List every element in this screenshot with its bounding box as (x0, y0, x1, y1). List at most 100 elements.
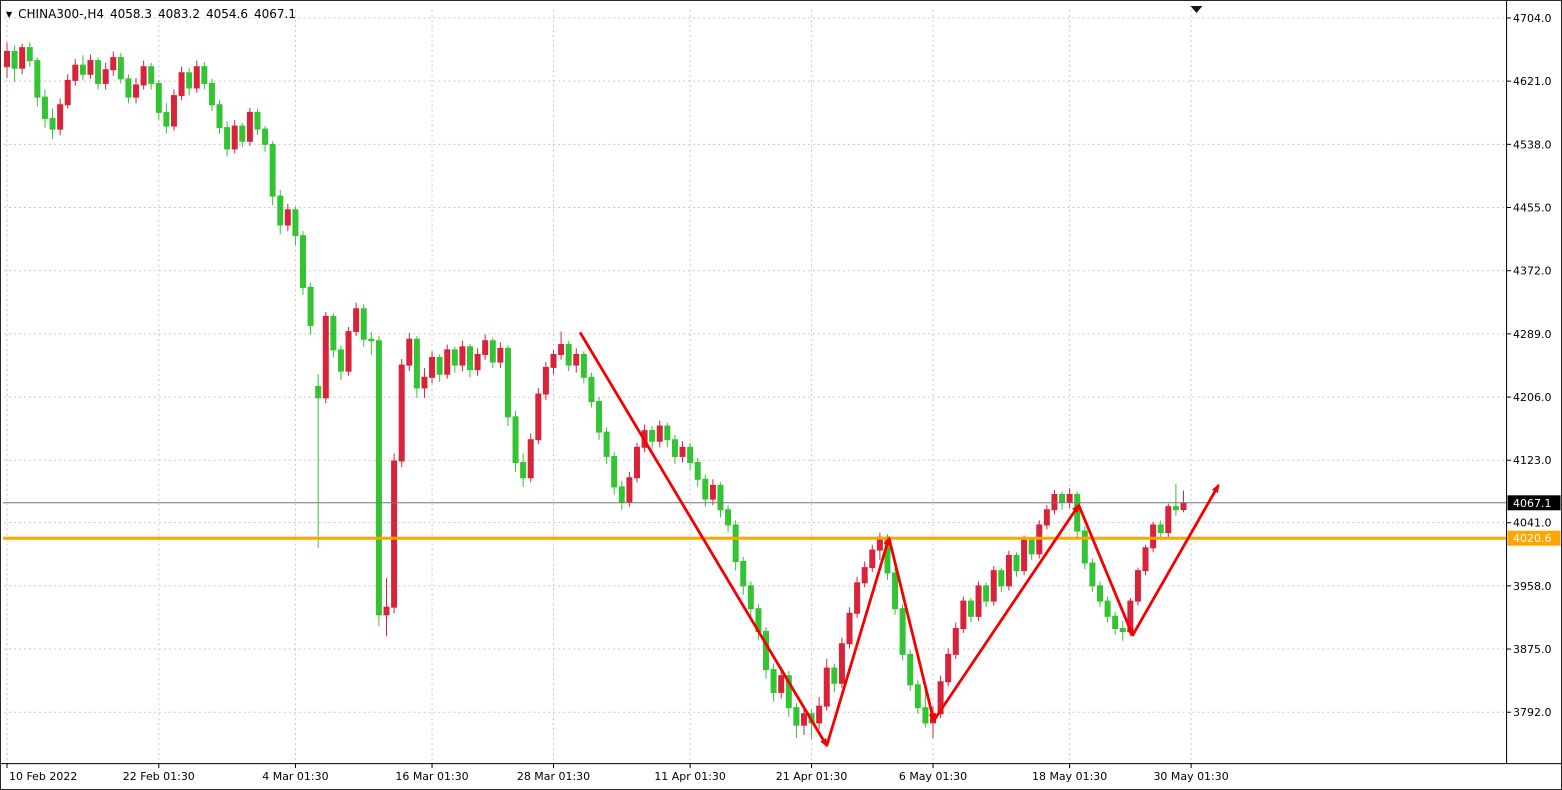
candle-down (292, 209, 299, 237)
candle-down (611, 455, 618, 488)
price-label: 3958.0 (1513, 580, 1551, 593)
price-label: 4538.0 (1513, 138, 1551, 151)
symbol-info-bar: ▼ CHINA300-,H4 4058.3 4083.2 4054.6 4067… (6, 7, 296, 21)
candle-down (330, 315, 337, 351)
candle-down (702, 478, 709, 500)
candle-down (649, 430, 656, 442)
candle-down (899, 608, 906, 655)
candle-down (914, 684, 921, 709)
candle-up (1043, 509, 1050, 526)
candle-down (1112, 615, 1119, 629)
trend-arrow[interactable] (1077, 504, 1134, 638)
time-label: 4 Mar 01:30 (262, 770, 328, 783)
candle-up (573, 353, 580, 366)
candle-down (596, 401, 603, 433)
candle-down (269, 143, 276, 197)
candle-down (671, 439, 678, 457)
candle-down (618, 486, 625, 503)
candle-down (732, 524, 739, 563)
candle-up (57, 104, 64, 130)
candle-down (740, 561, 747, 587)
candle-down (603, 431, 610, 457)
trend-arrow[interactable] (1131, 483, 1220, 637)
candle-up (937, 681, 944, 715)
candle-up (679, 446, 686, 457)
candle-down (413, 338, 420, 389)
candle-up (527, 439, 534, 479)
candle-up (140, 66, 147, 86)
candle-up (823, 667, 830, 707)
candle-up (110, 57, 117, 71)
candle-up (383, 606, 390, 616)
candle-up (3, 50, 10, 68)
candle-up (72, 64, 79, 81)
candle-up (398, 364, 405, 462)
candle-up (975, 585, 982, 617)
candle-down (79, 64, 86, 75)
candle-down (831, 667, 838, 684)
candle-down (763, 631, 770, 671)
time-label: 22 Feb 01:30 (123, 770, 195, 783)
candle-up (952, 627, 959, 655)
candle-up (1142, 547, 1149, 572)
candle-down (1104, 600, 1111, 617)
trend-arrow[interactable] (825, 535, 891, 747)
candle-up (19, 47, 26, 69)
candle-down (201, 66, 208, 84)
ohlc-close: 4067.1 (254, 7, 296, 21)
candle-down (208, 82, 215, 106)
candle-up (656, 425, 663, 442)
price-label: 4041.0 (1513, 517, 1551, 530)
candle-down (375, 340, 382, 616)
candle-up (626, 477, 633, 503)
candle-up (1005, 554, 1012, 587)
candle-up (990, 570, 997, 602)
candle-down (307, 286, 314, 327)
candle-up (1021, 539, 1028, 572)
candle-down (785, 675, 792, 709)
price-label: 3792.0 (1513, 706, 1551, 719)
trend-arrow[interactable] (578, 331, 828, 748)
candle-up (444, 349, 451, 375)
current-price-badge (1507, 495, 1561, 511)
time-label: 30 May 01:30 (1153, 770, 1228, 783)
candle-down (717, 484, 724, 511)
candle-down (520, 462, 527, 479)
candle-up (87, 60, 94, 75)
candle-up (1180, 502, 1187, 511)
candle-up (406, 338, 413, 366)
candle-down (360, 308, 367, 340)
candle-up (64, 79, 71, 106)
candle-down (793, 707, 800, 726)
candle-up (1165, 506, 1172, 534)
candle-down (1089, 562, 1096, 587)
price-label: 4455.0 (1513, 202, 1551, 215)
price-label: 3875.0 (1513, 643, 1551, 656)
candle-down (1157, 524, 1164, 534)
candle-up (170, 95, 177, 127)
candle-up (1150, 524, 1157, 549)
candle-down (368, 338, 375, 342)
candle-down (1081, 530, 1088, 564)
time-label: 16 Mar 01:30 (395, 770, 468, 783)
candle-up (960, 600, 967, 629)
candle-down (300, 235, 307, 288)
candle-up (231, 125, 238, 150)
candle-down (467, 346, 473, 371)
candle-up (421, 376, 428, 389)
price-label: 4621.0 (1513, 75, 1551, 88)
trend-arrow[interactable] (932, 503, 1080, 722)
candle-down (277, 195, 284, 226)
ohlc-open: 4058.3 (110, 7, 152, 21)
candle-up (193, 66, 200, 89)
price-label: 4372.0 (1513, 265, 1551, 278)
candle-down (125, 78, 132, 98)
candle-up (816, 705, 823, 724)
trend-arrow[interactable] (887, 537, 936, 723)
candle-up (1051, 494, 1058, 511)
candle-down (11, 50, 18, 69)
candle-down (967, 600, 974, 617)
candle-up (778, 675, 785, 693)
candle-down (315, 385, 322, 399)
